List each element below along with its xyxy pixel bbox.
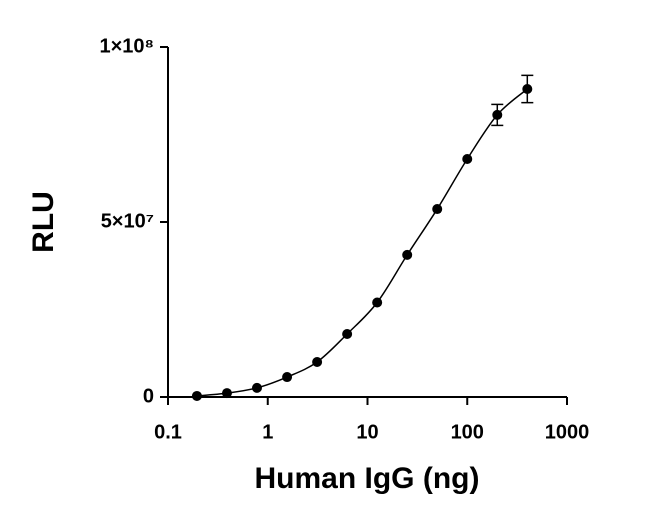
x-tick-label: 10 (356, 421, 378, 443)
data-point (372, 297, 383, 308)
data-point (312, 357, 323, 367)
y-tick-label: 0 (143, 385, 154, 407)
data-point (221, 388, 232, 399)
x-tick-label: 100 (451, 421, 484, 443)
data-point (282, 372, 293, 383)
data-point (191, 390, 202, 401)
data-point (432, 204, 443, 215)
x-tick-label: 0.1 (154, 421, 182, 443)
data-point (462, 154, 473, 164)
data-point (342, 329, 353, 339)
data-point (402, 249, 413, 260)
fit-curve (196, 88, 528, 397)
y-tick-label: 1×10⁸ (99, 35, 154, 57)
x-tick-label: 1000 (545, 421, 590, 443)
data-point (522, 84, 533, 94)
y-tick-label: 5×10⁷ (101, 210, 154, 232)
x-axis-label: Human IgG (ng) (255, 462, 480, 495)
y-axis-label: RLU (27, 191, 60, 253)
data-point (492, 109, 503, 120)
data-point (251, 382, 262, 393)
x-tick-label: 1 (262, 421, 273, 443)
